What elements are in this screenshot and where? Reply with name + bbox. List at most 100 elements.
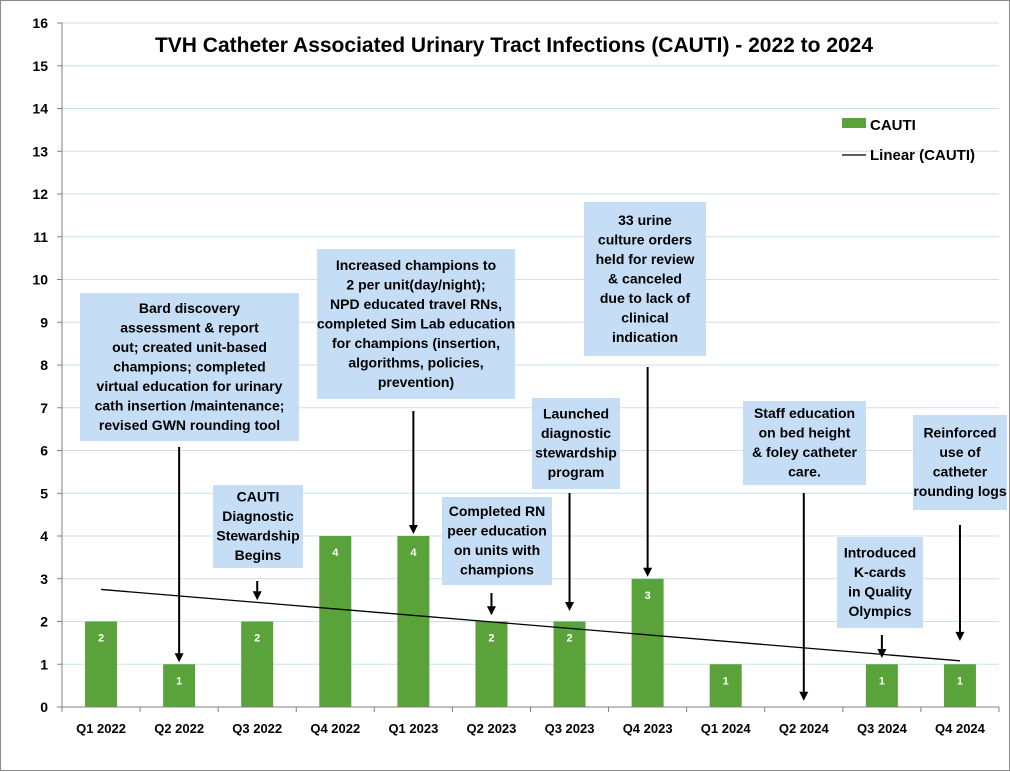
annotation-arrowhead <box>643 567 653 577</box>
y-tick-label: 8 <box>40 357 48 373</box>
bar <box>319 536 352 707</box>
y-tick-label: 13 <box>32 143 48 159</box>
annotation-line: cath insertion /maintenance; <box>95 397 285 413</box>
annotation-line: due to lack of <box>600 290 691 306</box>
annotation-line: clinical <box>621 309 668 325</box>
annotation-line: held for review <box>596 251 695 267</box>
annotation-line: virtual education for urinary <box>97 378 283 394</box>
y-tick-label: 5 <box>40 485 48 501</box>
annotation-line: Begins <box>235 547 282 563</box>
annotation-line: Staff education <box>754 405 855 421</box>
y-tick-label: 11 <box>33 229 48 245</box>
annotation-line: use of <box>939 444 981 460</box>
bar <box>709 664 742 707</box>
x-tick-label: Q4 2023 <box>623 721 673 736</box>
annotation-line: assessment & report <box>120 319 259 335</box>
data-label: 1 <box>176 675 182 687</box>
annotation-box <box>532 398 620 489</box>
annotation-line: prevention) <box>378 374 454 390</box>
legend: CAUTI Linear (CAUTI) <box>842 117 975 164</box>
annotation-callout: Reinforced use of catheter rounding logs <box>913 415 1007 641</box>
annotation-arrowhead <box>252 591 262 601</box>
annotation-line: NPD educated travel RNs, <box>330 296 502 312</box>
annotation-callout: CAUTI Diagnostic Stewardship Begins <box>213 485 303 601</box>
annotation-line: Stewardship <box>216 528 299 544</box>
annotation-callout: Completed RN peer education on units with c… <box>442 497 552 616</box>
annotation-line: rounding logs <box>913 483 1007 499</box>
y-tick-label: 7 <box>40 400 48 416</box>
data-label: 1 <box>723 675 729 687</box>
x-axis: Q1 2022 Q2 2022 Q3 2022 Q4 2022 Q1 2023 Q2 20… <box>61 706 1000 736</box>
annotation-line: peer education <box>447 523 547 539</box>
y-tick-label: 16 <box>32 15 48 31</box>
annotation-callout: Introduced K-cards in Quality Olympics <box>837 537 923 658</box>
data-label: 4 <box>410 547 417 559</box>
annotation-line: program <box>548 464 605 480</box>
annotation-line: care. <box>788 464 821 480</box>
annotation-line: K-cards <box>854 564 906 580</box>
annotation-arrowhead <box>877 648 887 658</box>
data-label: 2 <box>566 633 572 645</box>
annotation-box <box>442 497 552 585</box>
annotations: Bard discovery assessment & report out; cr… <box>80 202 1007 701</box>
x-tick-label: Q2 2023 <box>467 721 517 736</box>
x-tick-label: Q3 2022 <box>232 721 282 736</box>
annotation-line: 33 urine <box>618 212 672 228</box>
gridlines <box>62 22 999 665</box>
y-tick-label: 4 <box>40 528 48 544</box>
annotation-callout: Increased champions to 2 per unit(day/nig… <box>317 249 515 534</box>
y-tick-label: 1 <box>40 656 48 672</box>
legend-label-cauti: CAUTI <box>870 117 916 134</box>
x-tick-label: Q1 2024 <box>701 721 752 736</box>
annotation-line: Reinforced <box>923 425 996 441</box>
annotation-line: & canceled <box>608 270 682 286</box>
annotation-box <box>80 293 299 441</box>
y-tick-label: 9 <box>40 314 48 330</box>
data-label: 1 <box>879 675 885 687</box>
annotation-arrowhead <box>799 691 809 701</box>
x-tick-label: Q1 2022 <box>76 721 126 736</box>
bar <box>85 621 118 707</box>
annotation-arrowhead <box>486 606 496 616</box>
annotation-line: algorithms, policies, <box>348 354 483 370</box>
y-tick-label: 0 <box>40 699 48 715</box>
x-tick-label: Q3 2024 <box>857 721 908 736</box>
annotation-box <box>317 249 515 399</box>
annotation-line: out; created unit-based <box>112 339 267 355</box>
annotation-line: diagnostic <box>541 425 611 441</box>
data-label: 2 <box>488 633 494 645</box>
annotation-line: Bard discovery <box>139 300 240 316</box>
y-tick-label: 6 <box>40 443 48 459</box>
x-tick-label: Q3 2023 <box>545 721 595 736</box>
trendline-linear <box>100 588 961 662</box>
annotation-line: on units with <box>454 542 540 558</box>
data-label: 4 <box>332 547 339 559</box>
annotation-line: catheter <box>933 464 988 480</box>
annotation-box <box>837 537 923 628</box>
annotation-line: Diagnostic <box>222 508 294 524</box>
x-tick-label: Q4 2024 <box>935 721 986 736</box>
y-tick-label: 3 <box>40 571 48 587</box>
annotation-arrowhead <box>955 631 965 641</box>
bar <box>865 664 898 707</box>
bars: 2 1 2 4 4 2 2 3 1 1 1 <box>85 536 976 707</box>
annotation-callout: Bard discovery assessment & report out; cr… <box>80 293 299 663</box>
x-tick-label: Q4 2022 <box>310 721 360 736</box>
annotation-line: Introduced <box>844 545 916 561</box>
annotation-box <box>743 401 866 485</box>
bar <box>163 664 196 707</box>
bar <box>241 621 274 707</box>
y-tick-label: 2 <box>40 614 48 630</box>
annotation-line: champions <box>460 562 534 578</box>
annotation-box <box>913 415 1007 510</box>
annotation-line: indication <box>612 329 678 345</box>
data-label: 2 <box>254 633 260 645</box>
annotation-arrowhead <box>174 653 184 663</box>
y-tick-label: 12 <box>32 186 48 202</box>
y-tick-label: 10 <box>32 272 48 288</box>
bar <box>397 536 430 707</box>
trendline <box>100 588 961 662</box>
annotation-line: for champions (insertion, <box>332 335 500 351</box>
